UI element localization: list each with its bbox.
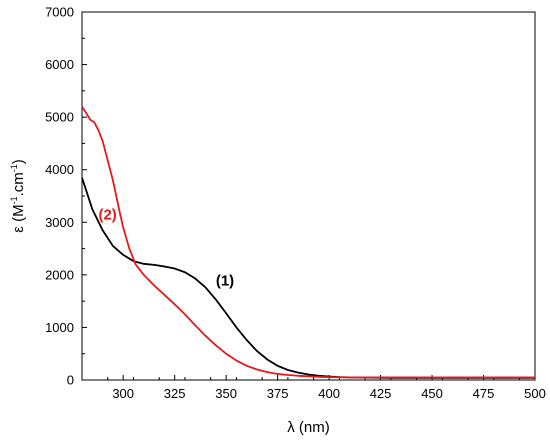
y-axis-title-sup2: -1 <box>9 164 19 172</box>
y-tick-label: 2000 <box>45 267 74 282</box>
y-tick-label: 3000 <box>45 215 74 230</box>
x-tick-label: 375 <box>267 386 289 401</box>
x-tick-label: 475 <box>473 386 495 401</box>
y-tick-label: 1000 <box>45 320 74 335</box>
x-axis-ticks: 300 325 350 375 400 425 450 475 500 <box>81 375 546 401</box>
series-group <box>81 106 535 379</box>
y-axis-title-sup1: -1 <box>9 196 19 204</box>
y-tick-label: 4000 <box>45 162 74 177</box>
y-tick-label: 5000 <box>45 110 74 125</box>
series-annotation-1: (1) <box>216 272 234 289</box>
y-axis-title: ε (M-1.cm-1) <box>9 159 27 233</box>
y-axis-title-end: ) <box>10 159 27 164</box>
x-tick-label: 500 <box>524 386 546 401</box>
x-tick-label: 300 <box>112 386 134 401</box>
x-tick-label: 425 <box>370 386 392 401</box>
series-line-2 <box>81 106 535 379</box>
y-tick-label: 0 <box>67 373 74 388</box>
series-line-1 <box>81 177 535 379</box>
plot-frame <box>81 11 536 381</box>
y-axis-title-mid: .cm <box>10 172 27 196</box>
x-tick-label: 400 <box>318 386 340 401</box>
annotations-group: (1) (2) <box>98 207 234 290</box>
plot-area: 300 325 350 375 400 425 450 475 500 0 1000 2000 300… <box>45 5 546 402</box>
series-annotation-2: (2) <box>98 207 116 224</box>
x-axis-title: λ (nm) <box>287 419 330 436</box>
x-tick-label: 325 <box>164 386 186 401</box>
x-tick-label: 350 <box>215 386 237 401</box>
y-axis-title-main: ε (M <box>10 204 27 232</box>
y-tick-label: 6000 <box>45 57 74 72</box>
x-tick-label: 450 <box>421 386 443 401</box>
y-tick-label: 7000 <box>45 5 74 20</box>
y-axis-ticks: 0 1000 2000 3000 4000 5000 6000 7000 <box>45 5 87 388</box>
